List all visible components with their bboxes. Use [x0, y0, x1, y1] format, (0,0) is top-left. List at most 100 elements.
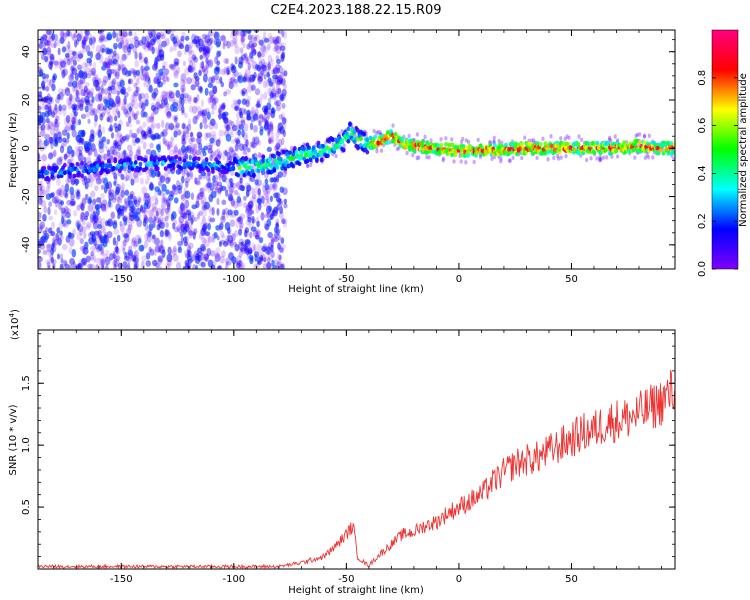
spectrogram-cell — [54, 136, 59, 145]
spectrogram-cell — [236, 217, 242, 223]
spectrogram-cell — [236, 30, 243, 36]
spectrogram-cell — [114, 99, 120, 109]
spectrogram-cell — [99, 103, 104, 112]
spectrogram-cell — [275, 197, 282, 203]
spectrogram-cell — [265, 116, 269, 125]
spectrogram-cell — [169, 30, 176, 34]
spectrogram-cell — [239, 107, 245, 116]
spectrogram-cell — [137, 197, 142, 203]
spectrogram-cell — [209, 137, 215, 144]
spectrogram-cell — [145, 252, 151, 260]
x-tick-label: -150 — [110, 274, 133, 285]
spectrogram-cell — [214, 56, 219, 65]
spectrogram-cell — [68, 232, 72, 238]
spectrogram-cell — [258, 236, 264, 244]
spectrogram-cell — [239, 111, 244, 119]
spectrogram-cell — [162, 136, 166, 145]
spectrogram-cell — [156, 265, 163, 269]
spectrogram-cell — [254, 187, 258, 196]
spectrogram-cell — [164, 106, 171, 116]
spectrogram-cell — [102, 61, 108, 67]
spectrogram-cell — [165, 207, 169, 215]
spectrogram-cell — [223, 91, 228, 97]
spectrogram-cell — [162, 76, 166, 83]
spectrogram-cell — [113, 180, 117, 186]
spectrogram-cell — [179, 78, 186, 88]
spectrogram-cell — [70, 155, 74, 164]
spectrogram-cell — [112, 237, 117, 246]
spectrogram-cell — [120, 173, 125, 181]
spectrogram-cell — [203, 222, 209, 230]
spectrogram-cell — [92, 76, 97, 83]
spectrogram-y-label: Frequency (Hz) — [8, 112, 19, 188]
spectrogram-cell — [156, 122, 161, 130]
spectrogram-cell — [207, 236, 213, 244]
spectrogram-cell — [244, 68, 251, 77]
snr-exponent-close: ) — [10, 309, 21, 313]
spectrogram-cell — [49, 136, 54, 145]
spectrogram-cell — [239, 177, 243, 184]
spectrogram-cell — [124, 251, 128, 259]
spectrogram-cell — [54, 103, 58, 111]
spectrogram-cell — [60, 31, 65, 39]
spectrogram-cell — [362, 132, 367, 137]
spectrogram-cell — [269, 177, 274, 183]
spectrogram-cell — [86, 57, 92, 64]
spectrogram-cell — [152, 36, 157, 43]
spectrogram-cell — [187, 65, 191, 73]
spectrogram-cell — [191, 66, 197, 73]
spectrogram-cell — [415, 132, 420, 137]
spectrogram-cell — [206, 247, 212, 257]
spectrogram-cell — [146, 84, 153, 92]
spectrogram-cell — [104, 256, 111, 265]
spectrogram-cell — [87, 70, 94, 77]
spectrogram-cell — [272, 67, 278, 76]
spectrogram-cell — [182, 212, 188, 220]
spectrogram-cell — [100, 192, 105, 200]
spectrogram-cell — [95, 81, 100, 91]
spectrogram-cell — [51, 259, 57, 265]
spectrogram-cell — [259, 93, 265, 101]
spectrogram-cell — [208, 207, 214, 216]
spectrogram-cell — [58, 58, 65, 65]
spectrogram-cell — [237, 98, 242, 105]
spectrogram-cell — [107, 91, 112, 100]
spectrogram-cell — [280, 112, 285, 121]
spectrogram-cell — [373, 134, 378, 140]
spectrogram-cell — [127, 78, 132, 85]
spectrogram-cell — [167, 262, 172, 269]
spectrogram-cell — [193, 96, 198, 104]
spectrogram-cell — [248, 209, 255, 215]
spectrogram-cell — [210, 250, 216, 257]
spectrogram-cell — [647, 155, 651, 160]
spectrogram-cell — [90, 143, 96, 152]
spectrogram-cell — [61, 129, 68, 137]
spectrogram-cell — [184, 259, 190, 268]
spectrogram-cell — [511, 155, 515, 161]
spectrogram-cell — [220, 185, 227, 191]
spectrogram-cell — [41, 189, 48, 196]
spectrogram-cell — [201, 109, 208, 117]
spectrogram-cell — [263, 107, 268, 116]
spectrogram-cell — [79, 238, 84, 245]
spectrogram-cell — [225, 124, 230, 131]
spectrogram-cell — [222, 114, 228, 121]
spectrogram-cell — [269, 195, 273, 203]
spectrogram-cell — [39, 36, 45, 44]
spectrogram-cell — [135, 119, 141, 125]
spectrogram-cell — [55, 165, 59, 171]
spectrogram-cell — [253, 49, 257, 55]
spectrogram-cell — [181, 169, 186, 178]
spectrogram-cell — [256, 220, 260, 228]
spectrogram-cell — [275, 165, 280, 170]
spectrogram-cell — [262, 201, 266, 208]
spectrogram-cell — [57, 237, 62, 246]
spectrogram-cell — [80, 173, 85, 179]
spectrogram-cell — [142, 208, 149, 214]
spectrogram-cell — [107, 115, 113, 123]
spectrogram-cell — [163, 157, 168, 163]
spectrogram-cell — [263, 73, 267, 80]
spectrogram-cell — [80, 211, 85, 218]
spectrogram-cell — [148, 209, 154, 218]
spectrogram-cell — [117, 64, 121, 72]
